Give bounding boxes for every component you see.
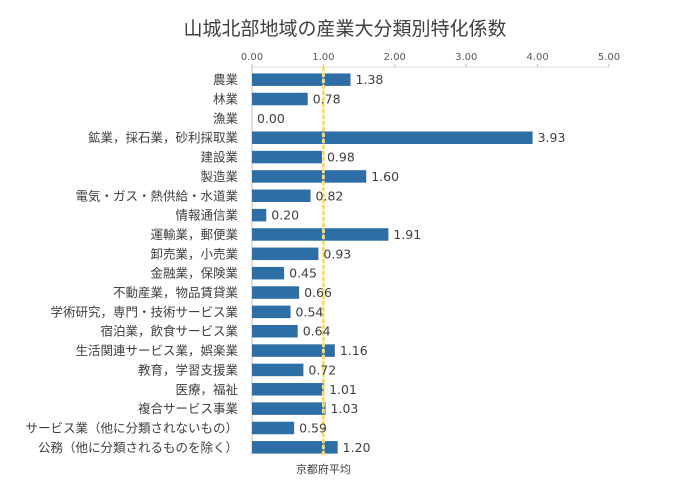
category-label: サービス業（他に分類されないもの） <box>25 420 238 435</box>
bar <box>252 170 367 183</box>
value-label: 1.20 <box>343 440 371 455</box>
chart-title: 山城北部地域の産業大分類別特化係数 <box>183 18 507 40</box>
value-label: 0.98 <box>327 150 355 165</box>
category-label: 製造業 <box>200 169 238 184</box>
value-label: 1.38 <box>356 72 384 87</box>
bar <box>252 305 291 319</box>
x-axis: 0.00 1.00 2.00 3.00 4.00 5.00 <box>241 52 620 455</box>
bar <box>252 344 335 357</box>
value-label: 0.72 <box>308 362 336 377</box>
x-tick-label: 1.00 <box>312 52 334 63</box>
value-label: 1.01 <box>329 382 357 397</box>
bar <box>252 266 285 280</box>
category-label: 林業 <box>213 92 239 107</box>
value-label: 0.78 <box>313 92 341 107</box>
bar <box>252 324 298 338</box>
category-label: 学術研究，専門・技術サービス業 <box>50 304 238 319</box>
category-label: 公務（他に分類されるものを除く） <box>38 440 238 455</box>
bar <box>252 228 389 241</box>
x-tick-label: 4.00 <box>526 52 548 63</box>
value-label: 1.60 <box>371 169 399 184</box>
bar <box>252 383 325 396</box>
category-label: 電気・ガス・熱供給・水道業 <box>75 188 238 203</box>
bar <box>252 363 304 377</box>
category-label: 農業 <box>213 72 239 87</box>
bar <box>252 208 267 222</box>
bar <box>252 402 326 415</box>
value-label: 0.20 <box>271 208 299 223</box>
value-label: 1.03 <box>331 401 359 416</box>
category-label: 不動産業，物品賃貸業 <box>113 285 239 300</box>
value-label: 1.16 <box>340 343 368 358</box>
category-label: 教育，学習支援業 <box>138 362 239 377</box>
value-label: 0.93 <box>323 246 351 261</box>
category-label: 宿泊業，飲食サービス業 <box>100 324 238 339</box>
bar <box>252 92 308 106</box>
bar <box>252 131 533 144</box>
category-label: 建設業 <box>200 150 238 165</box>
bar <box>252 441 338 454</box>
value-label: 1.91 <box>393 227 421 242</box>
bar <box>252 286 300 299</box>
bar <box>252 247 319 261</box>
value-label: 3.93 <box>538 130 566 145</box>
reference-line-label: 京都府平均 <box>296 462 351 476</box>
bar-series <box>252 73 533 454</box>
x-tick-label: 2.00 <box>384 52 406 63</box>
category-label: 情報通信業 <box>175 208 238 223</box>
bar <box>252 150 322 164</box>
value-label: 0.66 <box>304 285 332 300</box>
x-tick-label: 0.00 <box>241 52 263 63</box>
value-label: 0.54 <box>296 304 324 319</box>
bar <box>252 73 351 86</box>
category-label: 卸売業，小売業 <box>150 246 238 261</box>
category-label: 複合サービス事業 <box>138 401 239 416</box>
value-label: 0.82 <box>316 188 344 203</box>
value-labels: 1.38 0.78 0.00 3.93 0.98 1.60 0.82 0.20 1.91 0.93… <box>257 72 565 455</box>
category-labels: 農業林業漁業鉱業，採石業，砂利採取業建設業製造業電気・ガス・熱供給・水道業情報通… <box>25 72 238 455</box>
category-label: 医療，福祉 <box>175 382 238 397</box>
category-label: 運輸業，郵便業 <box>150 227 238 242</box>
bar <box>252 189 311 203</box>
bar <box>252 421 295 435</box>
value-label: 0.64 <box>303 324 331 339</box>
reference-line-group: 京都府平均 <box>296 66 351 476</box>
category-label: 鉱業，採石業，砂利採取業 <box>88 130 239 145</box>
x-tick-label: 3.00 <box>455 52 477 63</box>
value-label: 0.00 <box>257 111 285 126</box>
category-label: 漁業 <box>213 111 239 126</box>
value-label: 0.59 <box>299 420 327 435</box>
value-label: 0.45 <box>289 266 317 281</box>
x-tick-label: 5.00 <box>598 52 620 63</box>
category-label: 生活関連サービス業，娯楽業 <box>75 343 238 358</box>
category-label: 金融業，保険業 <box>150 266 238 281</box>
